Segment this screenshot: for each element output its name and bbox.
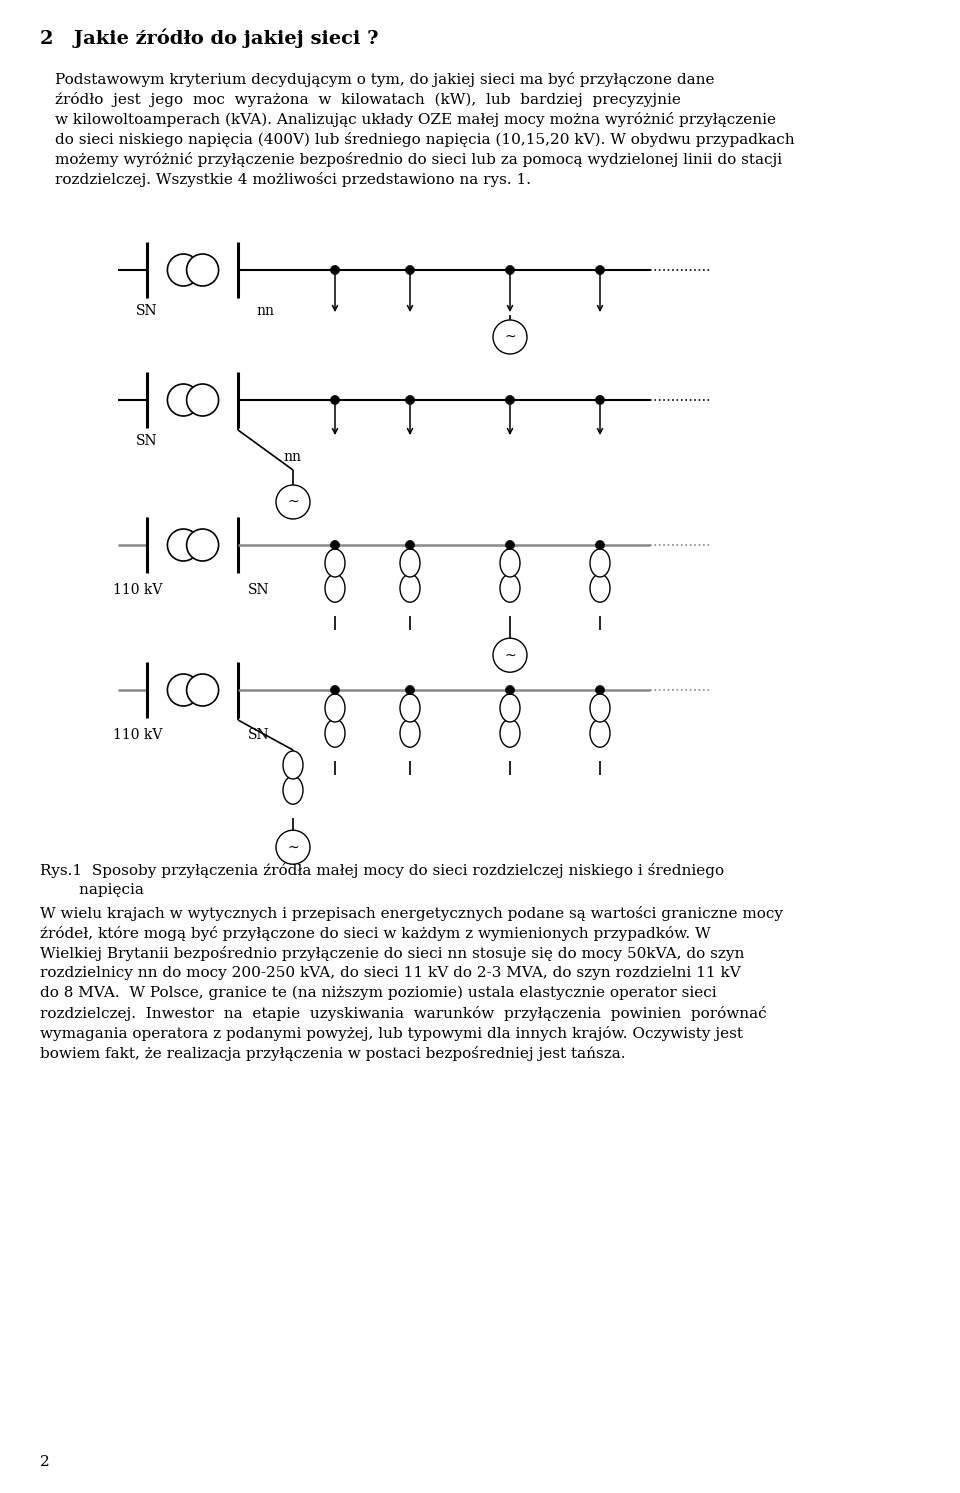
Text: 2   Jakie źródło do jakiej sieci ?: 2 Jakie źródło do jakiej sieci ? (40, 28, 378, 48)
Circle shape (330, 266, 340, 275)
Circle shape (506, 396, 515, 405)
Circle shape (186, 384, 219, 417)
Text: Rys.1  Sposoby przyłączenia źródła małej mocy do sieci rozdzielczej niskiego i ś: Rys.1 Sposoby przyłączenia źródła małej … (40, 863, 724, 878)
Circle shape (167, 384, 200, 417)
Text: ~: ~ (287, 496, 299, 509)
Text: SN: SN (136, 434, 157, 448)
Circle shape (506, 685, 515, 694)
Text: rozdzielczej. Wszystkie 4 możliwości przedstawiono na rys. 1.: rozdzielczej. Wszystkie 4 możliwości prz… (55, 172, 531, 187)
Ellipse shape (325, 720, 345, 746)
Circle shape (493, 638, 527, 672)
Circle shape (405, 685, 415, 694)
Circle shape (167, 529, 200, 561)
Text: 110 kV: 110 kV (113, 729, 162, 742)
Text: 2: 2 (40, 1456, 50, 1469)
Ellipse shape (400, 575, 420, 602)
Text: do 8 MVA.  W Polsce, granice te (na niższym poziomie) ustala elastycznie operato: do 8 MVA. W Polsce, granice te (na niższ… (40, 985, 716, 1000)
Circle shape (167, 673, 200, 706)
Ellipse shape (500, 575, 520, 602)
Circle shape (276, 485, 310, 520)
Text: ~: ~ (504, 648, 516, 663)
Circle shape (330, 396, 340, 405)
Circle shape (405, 266, 415, 275)
Ellipse shape (325, 694, 345, 723)
Circle shape (506, 266, 515, 275)
Text: źródło  jest  jego  moc  wyrażona  w  kilowatach  (kW),  lub  bardziej  precyzyj: źródło jest jego moc wyrażona w kilowata… (55, 93, 681, 107)
Circle shape (595, 685, 605, 694)
Ellipse shape (325, 549, 345, 576)
Ellipse shape (500, 720, 520, 746)
Ellipse shape (590, 549, 610, 576)
Text: ~: ~ (504, 330, 516, 343)
Ellipse shape (400, 694, 420, 723)
Text: SN: SN (248, 582, 270, 597)
Ellipse shape (400, 720, 420, 746)
Ellipse shape (590, 720, 610, 746)
Circle shape (330, 685, 340, 694)
Text: możemy wyróżnić przyłączenie bezpośrednio do sieci lub za pomocą wydzielonej lin: możemy wyróżnić przyłączenie bezpośredni… (55, 152, 782, 167)
Ellipse shape (500, 694, 520, 723)
Text: 110 kV: 110 kV (113, 582, 162, 597)
Ellipse shape (283, 776, 303, 805)
Text: do sieci niskiego napięcia (400V) lub średniego napięcia (10,15,20 kV). W obydwu: do sieci niskiego napięcia (400V) lub śr… (55, 131, 795, 146)
Circle shape (405, 540, 415, 549)
Text: Wielkiej Brytanii bezpośrednio przyłączenie do sieci nn stosuje się do mocy 50kV: Wielkiej Brytanii bezpośrednio przyłącze… (40, 947, 744, 961)
Circle shape (493, 320, 527, 354)
Text: ~: ~ (287, 841, 299, 854)
Circle shape (186, 529, 219, 561)
Circle shape (595, 540, 605, 549)
Ellipse shape (500, 549, 520, 576)
Text: rozdzielczej.  Inwestor  na  etapie  uzyskiwania  warunków  przyłączenia  powini: rozdzielczej. Inwestor na etapie uzyskiw… (40, 1006, 767, 1021)
Circle shape (330, 540, 340, 549)
Text: SN: SN (248, 729, 270, 742)
Circle shape (186, 673, 219, 706)
Text: napięcia: napięcia (40, 882, 144, 897)
Text: źródeł, które mogą być przyłączone do sieci w każdym z wymienionych przypadków. : źródeł, które mogą być przyłączone do si… (40, 926, 710, 941)
Text: nn: nn (256, 305, 274, 318)
Circle shape (405, 396, 415, 405)
Text: rozdzielnicy nn do mocy 200-250 kVA, do sieci 11 kV do 2-3 MVA, do szyn rozdziel: rozdzielnicy nn do mocy 200-250 kVA, do … (40, 966, 741, 979)
Ellipse shape (590, 575, 610, 602)
Circle shape (186, 254, 219, 287)
Ellipse shape (283, 751, 303, 779)
Circle shape (167, 254, 200, 287)
Text: Podstawowym kryterium decydującym o tym, do jakiej sieci ma być przyłączone dane: Podstawowym kryterium decydującym o tym,… (55, 72, 714, 87)
Circle shape (595, 396, 605, 405)
Ellipse shape (400, 549, 420, 576)
Text: bowiem fakt, że realizacja przyłączenia w postaci bezpośredniej jest tańsza.: bowiem fakt, że realizacja przyłączenia … (40, 1047, 626, 1062)
Ellipse shape (590, 694, 610, 723)
Circle shape (276, 830, 310, 864)
Text: wymagania operatora z podanymi powyżej, lub typowymi dla innych krajów. Oczywist: wymagania operatora z podanymi powyżej, … (40, 1026, 743, 1041)
Text: nn: nn (283, 449, 301, 464)
Circle shape (595, 266, 605, 275)
Text: W wielu krajach w wytycznych i przepisach energetycznych podane są wartości gran: W wielu krajach w wytycznych i przepisac… (40, 906, 783, 921)
Text: w kilowoltoamperach (kVA). Analizując układy OZE małej mocy można wyróżnić przył: w kilowoltoamperach (kVA). Analizując uk… (55, 112, 776, 127)
Ellipse shape (325, 575, 345, 602)
Text: SN: SN (136, 305, 157, 318)
Circle shape (506, 540, 515, 549)
